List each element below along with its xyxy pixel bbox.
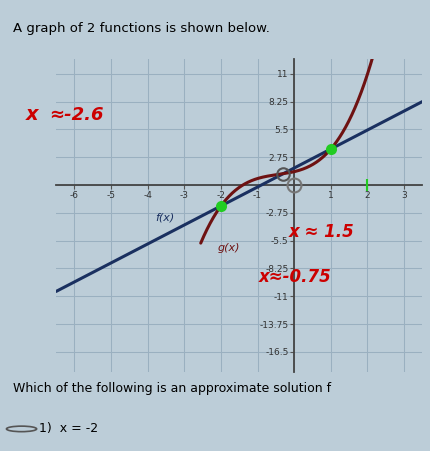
Text: Which of the following is an approximate solution f: Which of the following is an approximate… — [13, 382, 330, 395]
Text: g(x): g(x) — [217, 243, 239, 253]
Text: f(x): f(x) — [155, 212, 174, 222]
Text: x ≈ 1.5: x ≈ 1.5 — [288, 223, 354, 241]
Text: 1)  x = -2: 1) x = -2 — [39, 423, 98, 435]
Text: x: x — [26, 105, 38, 124]
Text: x≈-0.75: x≈-0.75 — [258, 268, 331, 286]
Text: A graph of 2 functions is shown below.: A graph of 2 functions is shown below. — [13, 22, 269, 35]
Text: ≈-2.6: ≈-2.6 — [49, 106, 104, 124]
